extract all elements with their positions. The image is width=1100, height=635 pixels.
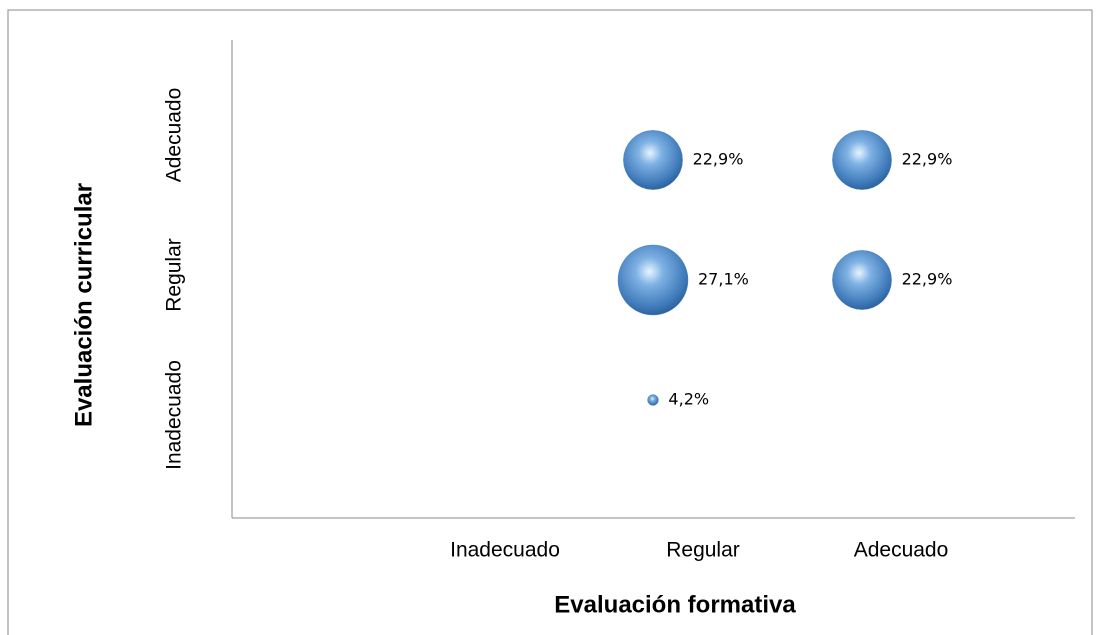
bubble bbox=[623, 130, 683, 190]
data-label: 27,1% bbox=[698, 270, 749, 289]
x-tick-label: Regular bbox=[666, 539, 740, 562]
data-label: 22,9% bbox=[902, 270, 953, 289]
bubble bbox=[617, 244, 689, 316]
y-tick-label: Adecuado bbox=[163, 88, 186, 183]
data-label: 22,9% bbox=[693, 150, 744, 169]
bubble bbox=[832, 250, 892, 310]
data-label: 4,2% bbox=[668, 390, 709, 409]
y-tick-label: Inadecuado bbox=[163, 360, 186, 470]
bubble bbox=[647, 394, 659, 406]
chart-frame bbox=[7, 9, 1093, 635]
x-tick-label: Inadecuado bbox=[450, 539, 560, 562]
y-tick-label: Regular bbox=[163, 238, 186, 312]
x-tick-label: Adecuado bbox=[854, 539, 949, 562]
bubble bbox=[832, 130, 892, 190]
y-axis-title: Evaluación curricular bbox=[70, 183, 97, 427]
x-axis-title: Evaluación formativa bbox=[554, 591, 796, 618]
data-label: 22,9% bbox=[902, 150, 953, 169]
